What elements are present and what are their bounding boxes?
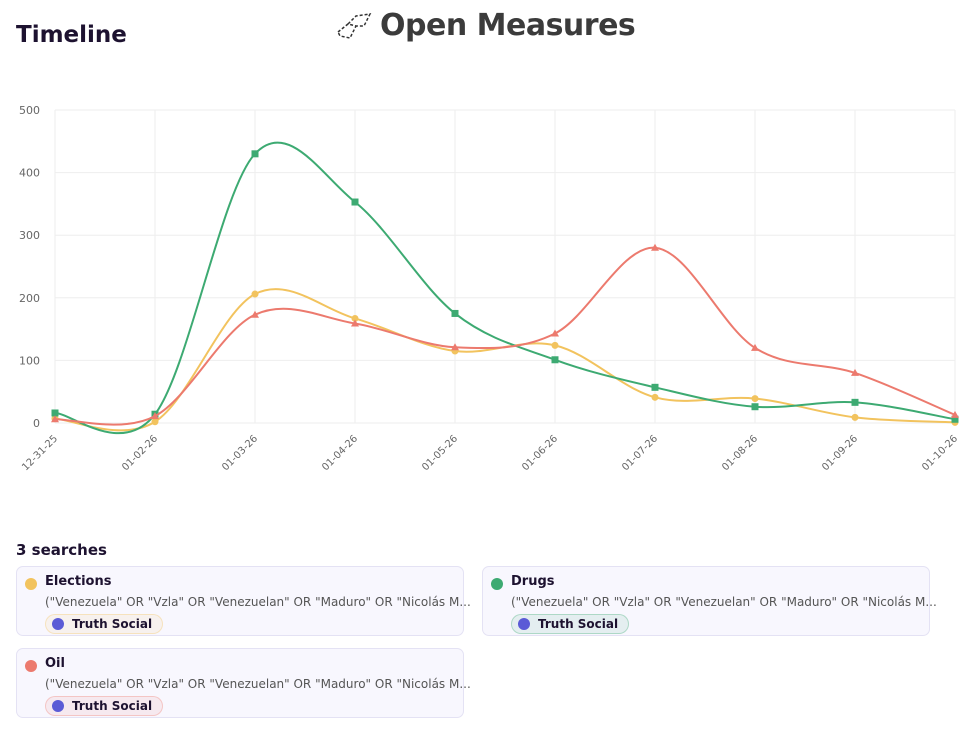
- platform-chip[interactable]: Truth Social: [45, 696, 164, 716]
- platform-icon: [52, 700, 64, 712]
- search-name: Oil: [45, 656, 65, 671]
- search-query: ("Venezuela" OR "Vzla" OR "Venezuelan" O…: [45, 677, 471, 691]
- marker: [151, 412, 159, 420]
- search-card[interactable]: Elections ("Venezuela" OR "Vzla" OR "Vene…: [16, 566, 471, 636]
- marker: [551, 356, 559, 364]
- brand[interactable]: Open Measures: [336, 8, 636, 43]
- x-tick-label: 01-03-26: [220, 433, 260, 473]
- marker: [851, 368, 859, 376]
- marker: [851, 398, 859, 406]
- platform-chip[interactable]: Truth Social: [45, 614, 164, 634]
- marker: [251, 150, 259, 158]
- marker: [651, 383, 659, 391]
- brand-name: Open Measures: [380, 8, 636, 43]
- logo: [337, 12, 372, 39]
- x-tick-label: 01-08-26: [720, 433, 760, 473]
- marker: [451, 343, 459, 351]
- marker: [551, 329, 559, 337]
- platform-chip[interactable]: Truth Social: [511, 614, 630, 634]
- platform-icon: [52, 618, 64, 630]
- marker: [151, 418, 159, 426]
- legend-dot: [25, 578, 37, 590]
- marker: [51, 409, 59, 417]
- marker: [751, 395, 759, 403]
- x-tick-label: 12-31-25: [20, 433, 60, 473]
- y-tick-label: 300: [19, 229, 40, 242]
- marker: [351, 198, 359, 206]
- platform-name: Truth Social: [72, 617, 153, 631]
- y-tick-label: 0: [33, 417, 40, 430]
- y-tick-label: 100: [19, 354, 40, 367]
- marker: [651, 393, 659, 401]
- marker: [951, 415, 959, 423]
- platform-name: Truth Social: [72, 699, 153, 713]
- series-line: [54, 246, 956, 426]
- page-title: Timeline: [16, 22, 127, 48]
- y-tick-label: 200: [19, 292, 40, 305]
- search-name: Elections: [45, 574, 112, 589]
- series-line: [54, 141, 956, 435]
- marker: [951, 410, 959, 418]
- marker: [51, 415, 59, 423]
- x-tick-label: 01-04-26: [320, 433, 360, 473]
- legend-dot: [25, 660, 37, 672]
- search-card[interactable]: Oil ("Venezuela" OR "Vzla" OR "Venezuelan…: [16, 648, 471, 718]
- marker: [351, 319, 359, 327]
- marker: [251, 290, 259, 298]
- marker: [751, 403, 759, 411]
- search-name: Drugs: [511, 574, 555, 589]
- x-tick-label: 01-07-26: [620, 433, 660, 473]
- platform-icon: [518, 618, 530, 630]
- platform-name: Truth Social: [538, 617, 619, 631]
- x-tick-label: 01-02-26: [120, 433, 160, 473]
- chart: 0 100 200 300 400 500 12-31-25 01-02-26 01-03-26…: [19, 104, 960, 473]
- marker: [851, 413, 859, 421]
- x-tick-label: 01-06-26: [520, 433, 560, 473]
- x-tick-label: 01-05-26: [420, 433, 460, 473]
- marker: [651, 243, 659, 251]
- marker: [251, 310, 259, 318]
- search-query: ("Venezuela" OR "Vzla" OR "Venezuelan" O…: [45, 595, 471, 609]
- marker: [751, 343, 759, 351]
- marker: [551, 341, 559, 349]
- legend-dot: [491, 578, 503, 590]
- searches-title: 3 searches: [16, 541, 107, 559]
- x-tick-label: 01-10-26: [920, 433, 960, 473]
- series-line: [54, 288, 956, 432]
- marker: [351, 314, 359, 322]
- x-tick-label: 01-09-26: [820, 433, 860, 473]
- y-tick-label: 400: [19, 167, 40, 180]
- search-query: ("Venezuela" OR "Vzla" OR "Venezuelan" O…: [511, 595, 937, 609]
- marker: [451, 309, 459, 317]
- search-card[interactable]: Drugs ("Venezuela" OR "Vzla" OR "Venezuel…: [482, 566, 937, 636]
- y-tick-label: 500: [19, 104, 40, 117]
